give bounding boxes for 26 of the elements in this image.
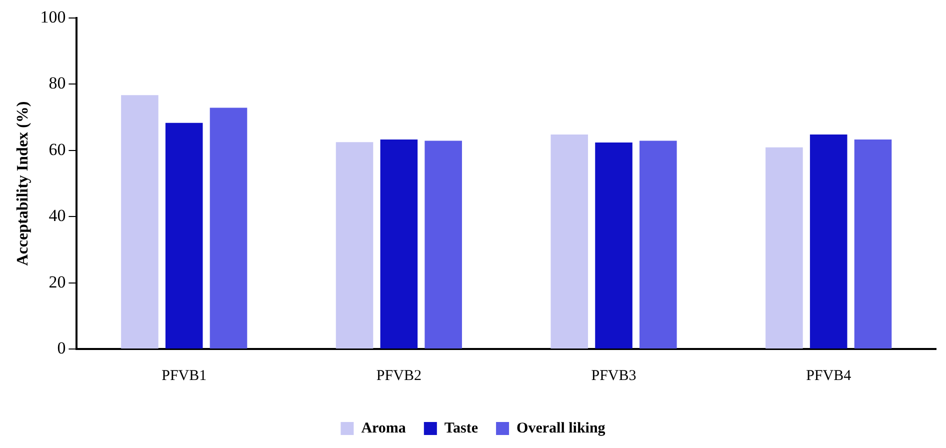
x-tick-label: PFVB4 xyxy=(806,368,852,384)
bar xyxy=(380,139,418,348)
y-tick-label: 40 xyxy=(48,206,66,226)
bar xyxy=(766,147,803,348)
bar xyxy=(336,142,374,348)
legend-label: Overall liking xyxy=(516,420,606,436)
bar xyxy=(854,139,892,348)
bar xyxy=(640,140,677,348)
bar xyxy=(424,140,462,348)
x-tick-label: PFVB1 xyxy=(162,368,207,384)
y-tick-label: 20 xyxy=(48,272,66,292)
y-tick-label: 100 xyxy=(40,7,66,26)
bar xyxy=(165,122,203,348)
bar xyxy=(210,108,248,348)
x-tick-label: PFVB3 xyxy=(591,368,636,384)
bar xyxy=(121,95,158,348)
bar xyxy=(550,134,588,348)
y-axis-title: Acceptability Index (%) xyxy=(14,101,32,266)
legend-label: Taste xyxy=(444,420,478,436)
y-tick-label: 0 xyxy=(57,338,66,358)
legend-label: Aroma xyxy=(361,420,406,436)
bar xyxy=(595,142,632,348)
x-tick-label: PFVB2 xyxy=(376,368,422,384)
bar xyxy=(810,134,848,348)
y-tick-label: 60 xyxy=(48,140,66,159)
y-tick-label: 80 xyxy=(48,74,66,93)
